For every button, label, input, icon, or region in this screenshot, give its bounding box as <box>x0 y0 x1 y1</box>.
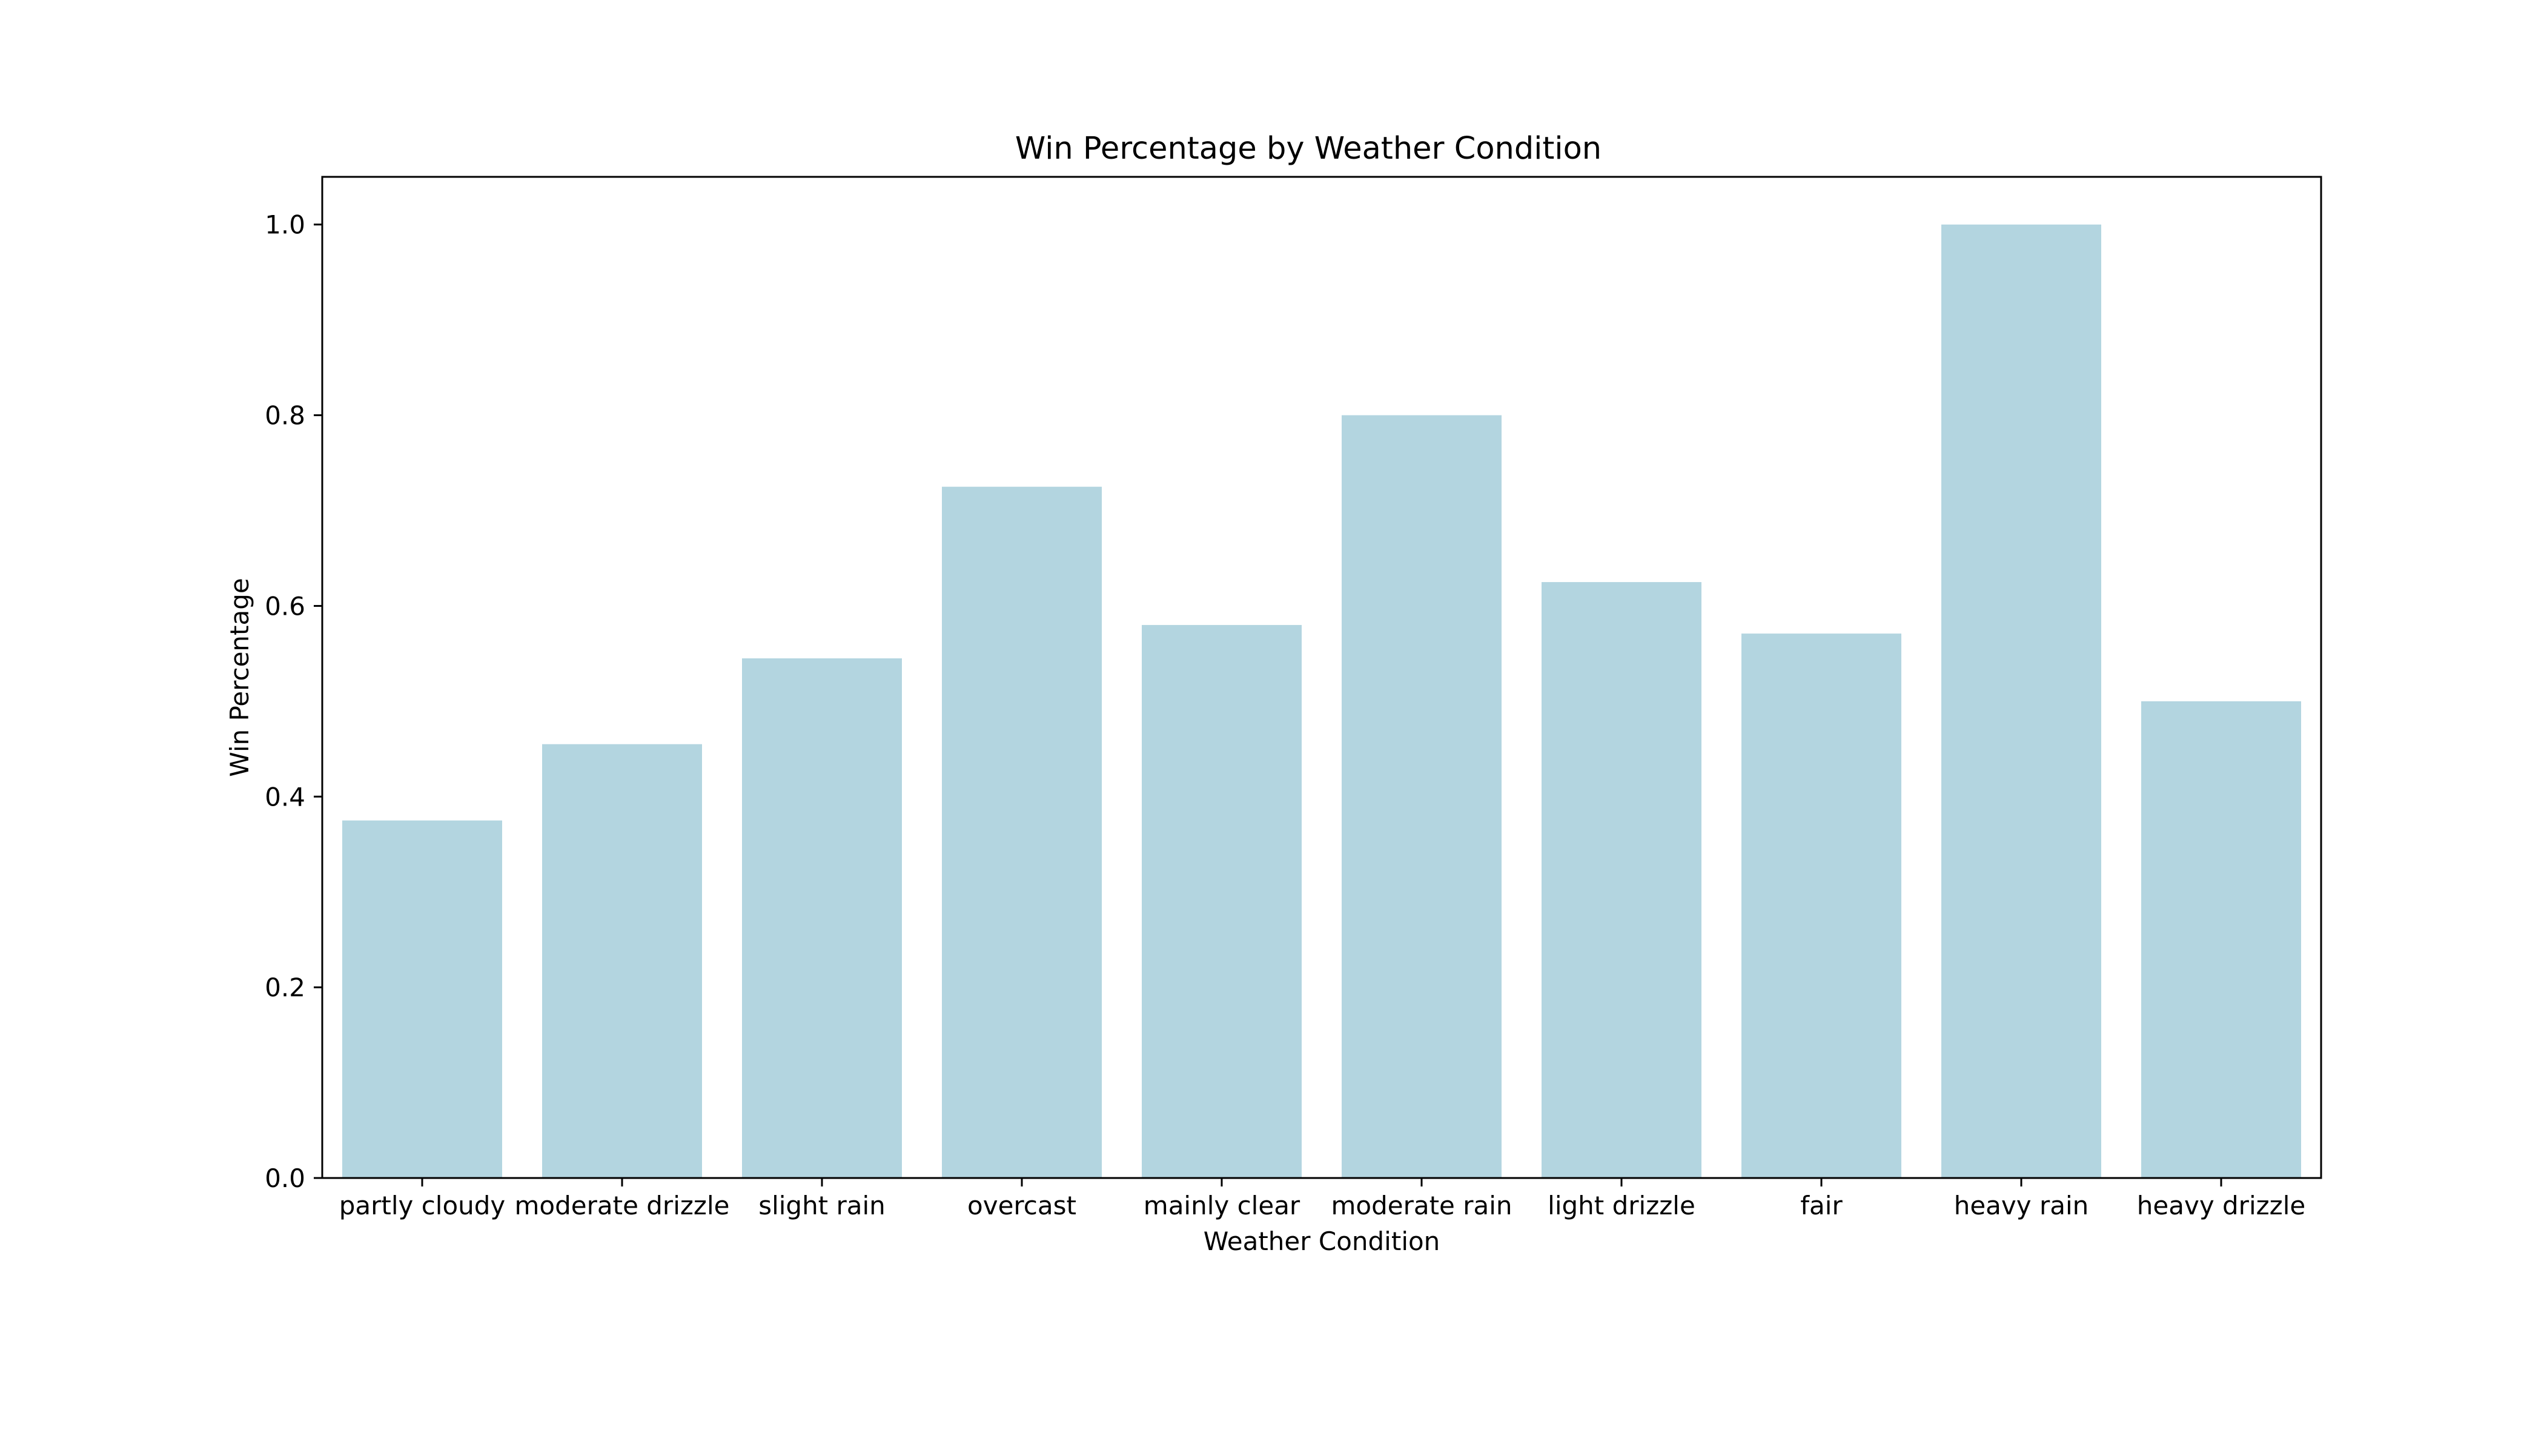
x-tick-label: moderate drizzle <box>515 1191 730 1220</box>
x-tick-label: overcast <box>967 1191 1076 1220</box>
y-tick-label: 1.0 <box>265 210 305 240</box>
x-tick-label: slight rain <box>758 1191 886 1220</box>
bar-mainly-clear <box>1142 624 1302 1178</box>
bar-slight-rain <box>742 658 902 1178</box>
bar-overcast <box>942 486 1102 1179</box>
bar-moderate-rain <box>1342 415 1502 1178</box>
y-tick-label: 0.8 <box>265 401 305 431</box>
bar-heavy-rain <box>1941 224 2101 1178</box>
chart-title: Win Percentage by Weather Condition <box>1015 131 1602 167</box>
bar-moderate-drizzle <box>542 744 702 1178</box>
bar-fair <box>1741 634 1901 1178</box>
y-tick-label: 0.4 <box>265 782 305 812</box>
bar-light-drizzle <box>1542 582 1701 1178</box>
bar-heavy-drizzle <box>2141 701 2301 1178</box>
y-tick-label: 0.6 <box>265 591 305 621</box>
x-tick-label: heavy drizzle <box>2137 1191 2305 1220</box>
x-tick-label: partly cloudy <box>339 1191 506 1220</box>
plot-frame <box>321 176 2322 1179</box>
bars <box>342 224 2301 1179</box>
x-axis: partly cloudy moderate drizzle slight rain… <box>339 1178 2305 1220</box>
x-tick-label: mainly clear <box>1144 1191 1300 1220</box>
y-axis: 0.0 0.2 0.4 0.6 0.8 1.0 <box>265 210 322 1193</box>
x-tick-label: heavy rain <box>1954 1191 2089 1220</box>
x-tick-label: moderate rain <box>1331 1191 1512 1220</box>
x-axis-label: Weather Condition <box>1204 1226 1440 1256</box>
y-tick-label: 0.0 <box>265 1163 305 1193</box>
bar-partly-cloudy <box>342 820 502 1178</box>
x-tick-label: fair <box>1800 1191 1843 1220</box>
y-axis-label: Win Percentage <box>225 578 254 777</box>
x-tick-label: light drizzle <box>1548 1191 1695 1220</box>
y-tick-label: 0.2 <box>265 973 305 1002</box>
